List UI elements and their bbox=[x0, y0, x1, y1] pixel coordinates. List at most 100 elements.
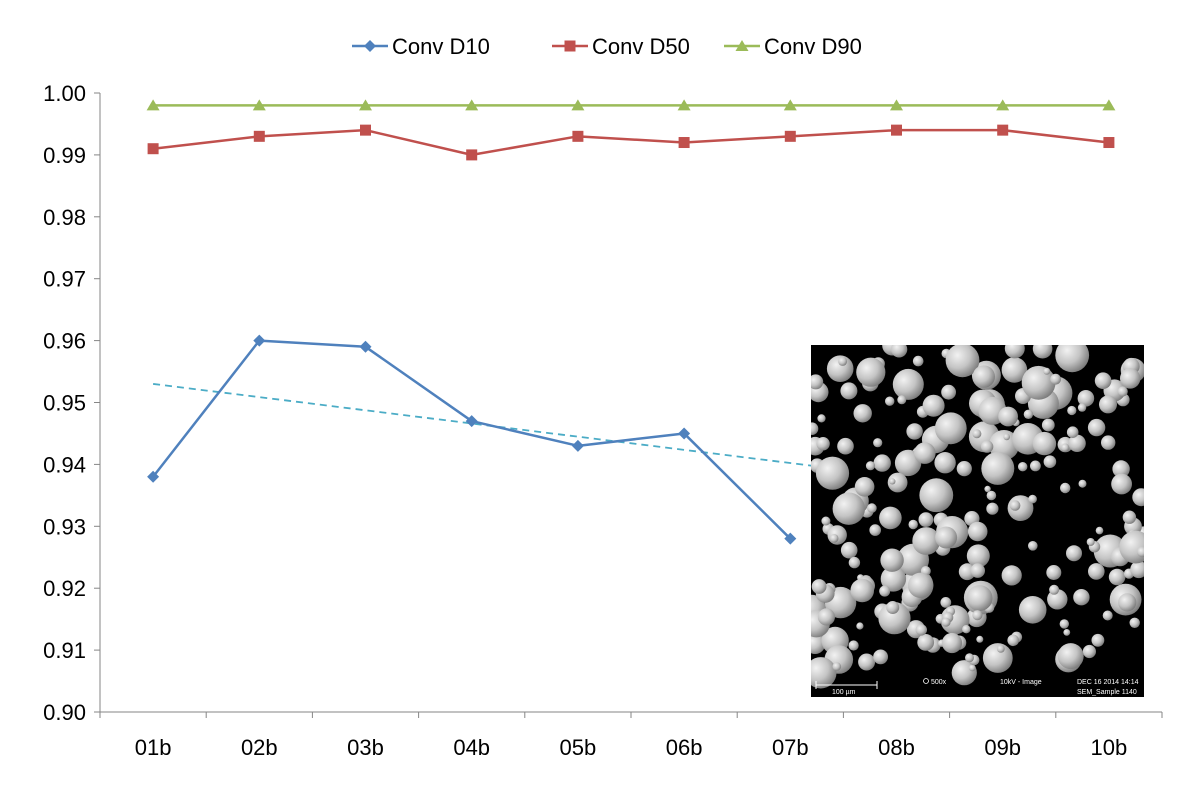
sem-particle bbox=[873, 438, 883, 448]
x-tick-label: 04b bbox=[453, 735, 490, 760]
data-point bbox=[677, 99, 691, 111]
sem-particle bbox=[1117, 386, 1128, 397]
sem-particles bbox=[811, 345, 1144, 689]
y-tick-label: 0.99 bbox=[43, 143, 86, 168]
x-tick-label: 03b bbox=[347, 735, 384, 760]
data-point bbox=[465, 99, 479, 111]
sem-particle bbox=[887, 472, 908, 493]
sem-particle bbox=[1063, 629, 1071, 636]
sem-particle bbox=[1030, 460, 1041, 472]
sem-particle bbox=[865, 461, 876, 471]
x-tick-label: 02b bbox=[241, 735, 278, 760]
data-point bbox=[360, 124, 371, 136]
series-conv-d10 bbox=[147, 334, 797, 545]
y-tick-label: 0.91 bbox=[43, 638, 86, 663]
sem-particle bbox=[1067, 405, 1077, 416]
legend-entry: Conv D50 bbox=[552, 34, 690, 59]
sem-particle bbox=[1028, 541, 1038, 551]
sem-particle bbox=[880, 548, 904, 572]
sem-particle bbox=[1001, 357, 1028, 383]
sem-particle bbox=[972, 365, 995, 388]
sem-particle bbox=[1132, 488, 1144, 507]
trendline-layer bbox=[152, 383, 1110, 504]
sem-date: DEC 16 2014 14:14 bbox=[1077, 679, 1139, 686]
legend-label: Conv D90 bbox=[764, 34, 862, 59]
sem-particle bbox=[1099, 395, 1117, 414]
sem-particle bbox=[1086, 538, 1095, 546]
sem-particle bbox=[811, 374, 824, 390]
data-point bbox=[147, 143, 159, 155]
y-tick-label: 1.00 bbox=[43, 81, 86, 106]
y-tick-label: 0.95 bbox=[43, 391, 86, 416]
sem-particle bbox=[915, 624, 927, 636]
sem-particle bbox=[1102, 610, 1113, 621]
sem-particle bbox=[821, 516, 831, 526]
y-tick-label: 0.98 bbox=[43, 205, 86, 230]
trendline bbox=[152, 383, 1110, 504]
sem-particle bbox=[941, 632, 963, 654]
sem-particle bbox=[869, 524, 881, 536]
sem-particle bbox=[966, 585, 993, 612]
sem-particle bbox=[1078, 479, 1087, 488]
sem-particle bbox=[1091, 633, 1105, 647]
sem-particle bbox=[848, 556, 861, 569]
sem-particle bbox=[1129, 617, 1140, 628]
sem-sample: SEM_Sample 1140 bbox=[1077, 689, 1137, 696]
sem-particle bbox=[1095, 526, 1104, 535]
sem-particle bbox=[1041, 418, 1055, 432]
sem-particle bbox=[919, 478, 954, 513]
sem-particle bbox=[996, 645, 1005, 653]
series-conv-d50 bbox=[147, 124, 1115, 161]
data-point bbox=[783, 99, 797, 111]
sem-particle bbox=[816, 437, 830, 451]
sem-particle bbox=[912, 355, 924, 367]
y-tick-label: 0.97 bbox=[43, 267, 86, 292]
data-point bbox=[996, 99, 1010, 111]
data-point bbox=[359, 99, 372, 111]
sem-particle bbox=[934, 412, 967, 445]
sem-particle bbox=[1077, 403, 1087, 412]
sem-particle bbox=[1119, 530, 1144, 564]
x-tick-label: 09b bbox=[984, 735, 1021, 760]
sem-particle bbox=[1003, 433, 1010, 441]
sem-particle bbox=[1049, 584, 1060, 595]
data-point bbox=[1103, 137, 1115, 149]
legend-entry: Conv D90 bbox=[724, 34, 862, 59]
sem-particle bbox=[873, 454, 891, 472]
legend-label: Conv D50 bbox=[592, 34, 690, 59]
y-tick-label: 0.96 bbox=[43, 329, 86, 354]
sem-particle bbox=[968, 664, 976, 672]
sem-particle bbox=[811, 657, 837, 689]
sem-magnification: 500x bbox=[931, 679, 947, 686]
data-point bbox=[997, 124, 1009, 136]
sem-particle bbox=[838, 356, 848, 366]
sem-particle bbox=[856, 622, 864, 630]
data-point bbox=[678, 427, 691, 440]
sem-particle bbox=[972, 610, 983, 621]
sem-particle bbox=[856, 357, 886, 387]
sem-particle bbox=[811, 579, 827, 594]
sem-particle bbox=[853, 404, 872, 423]
y-tick-label: 0.90 bbox=[43, 700, 86, 725]
sem-particle bbox=[858, 653, 876, 671]
series-layer bbox=[146, 99, 1116, 545]
data-point bbox=[253, 334, 266, 347]
data-point bbox=[147, 470, 160, 483]
y-axis: 0.90 0.91 0.92 0.93 0.94 0.95 0.96 0.97 0.98 0.99… bbox=[43, 81, 101, 725]
legend-label: Conv D10 bbox=[392, 34, 490, 59]
sem-particle bbox=[981, 451, 1015, 485]
sem-particle bbox=[1112, 460, 1130, 478]
sem-particle bbox=[922, 394, 945, 417]
sem-particle bbox=[967, 521, 988, 542]
sem-micrograph-inset: 100 µm 500x 10kV - Image DEC 16 2014 14:… bbox=[811, 345, 1144, 697]
sem-particle bbox=[1130, 560, 1144, 579]
sem-particle bbox=[998, 406, 1018, 427]
sem-particle bbox=[1068, 434, 1086, 452]
sem-particle bbox=[1066, 545, 1082, 562]
sem-particle bbox=[917, 634, 935, 651]
data-point bbox=[891, 124, 902, 136]
sem-particle bbox=[912, 527, 941, 555]
sem-particle bbox=[980, 440, 994, 453]
x-tick-label: 08b bbox=[878, 735, 915, 760]
sem-particle bbox=[986, 502, 999, 515]
